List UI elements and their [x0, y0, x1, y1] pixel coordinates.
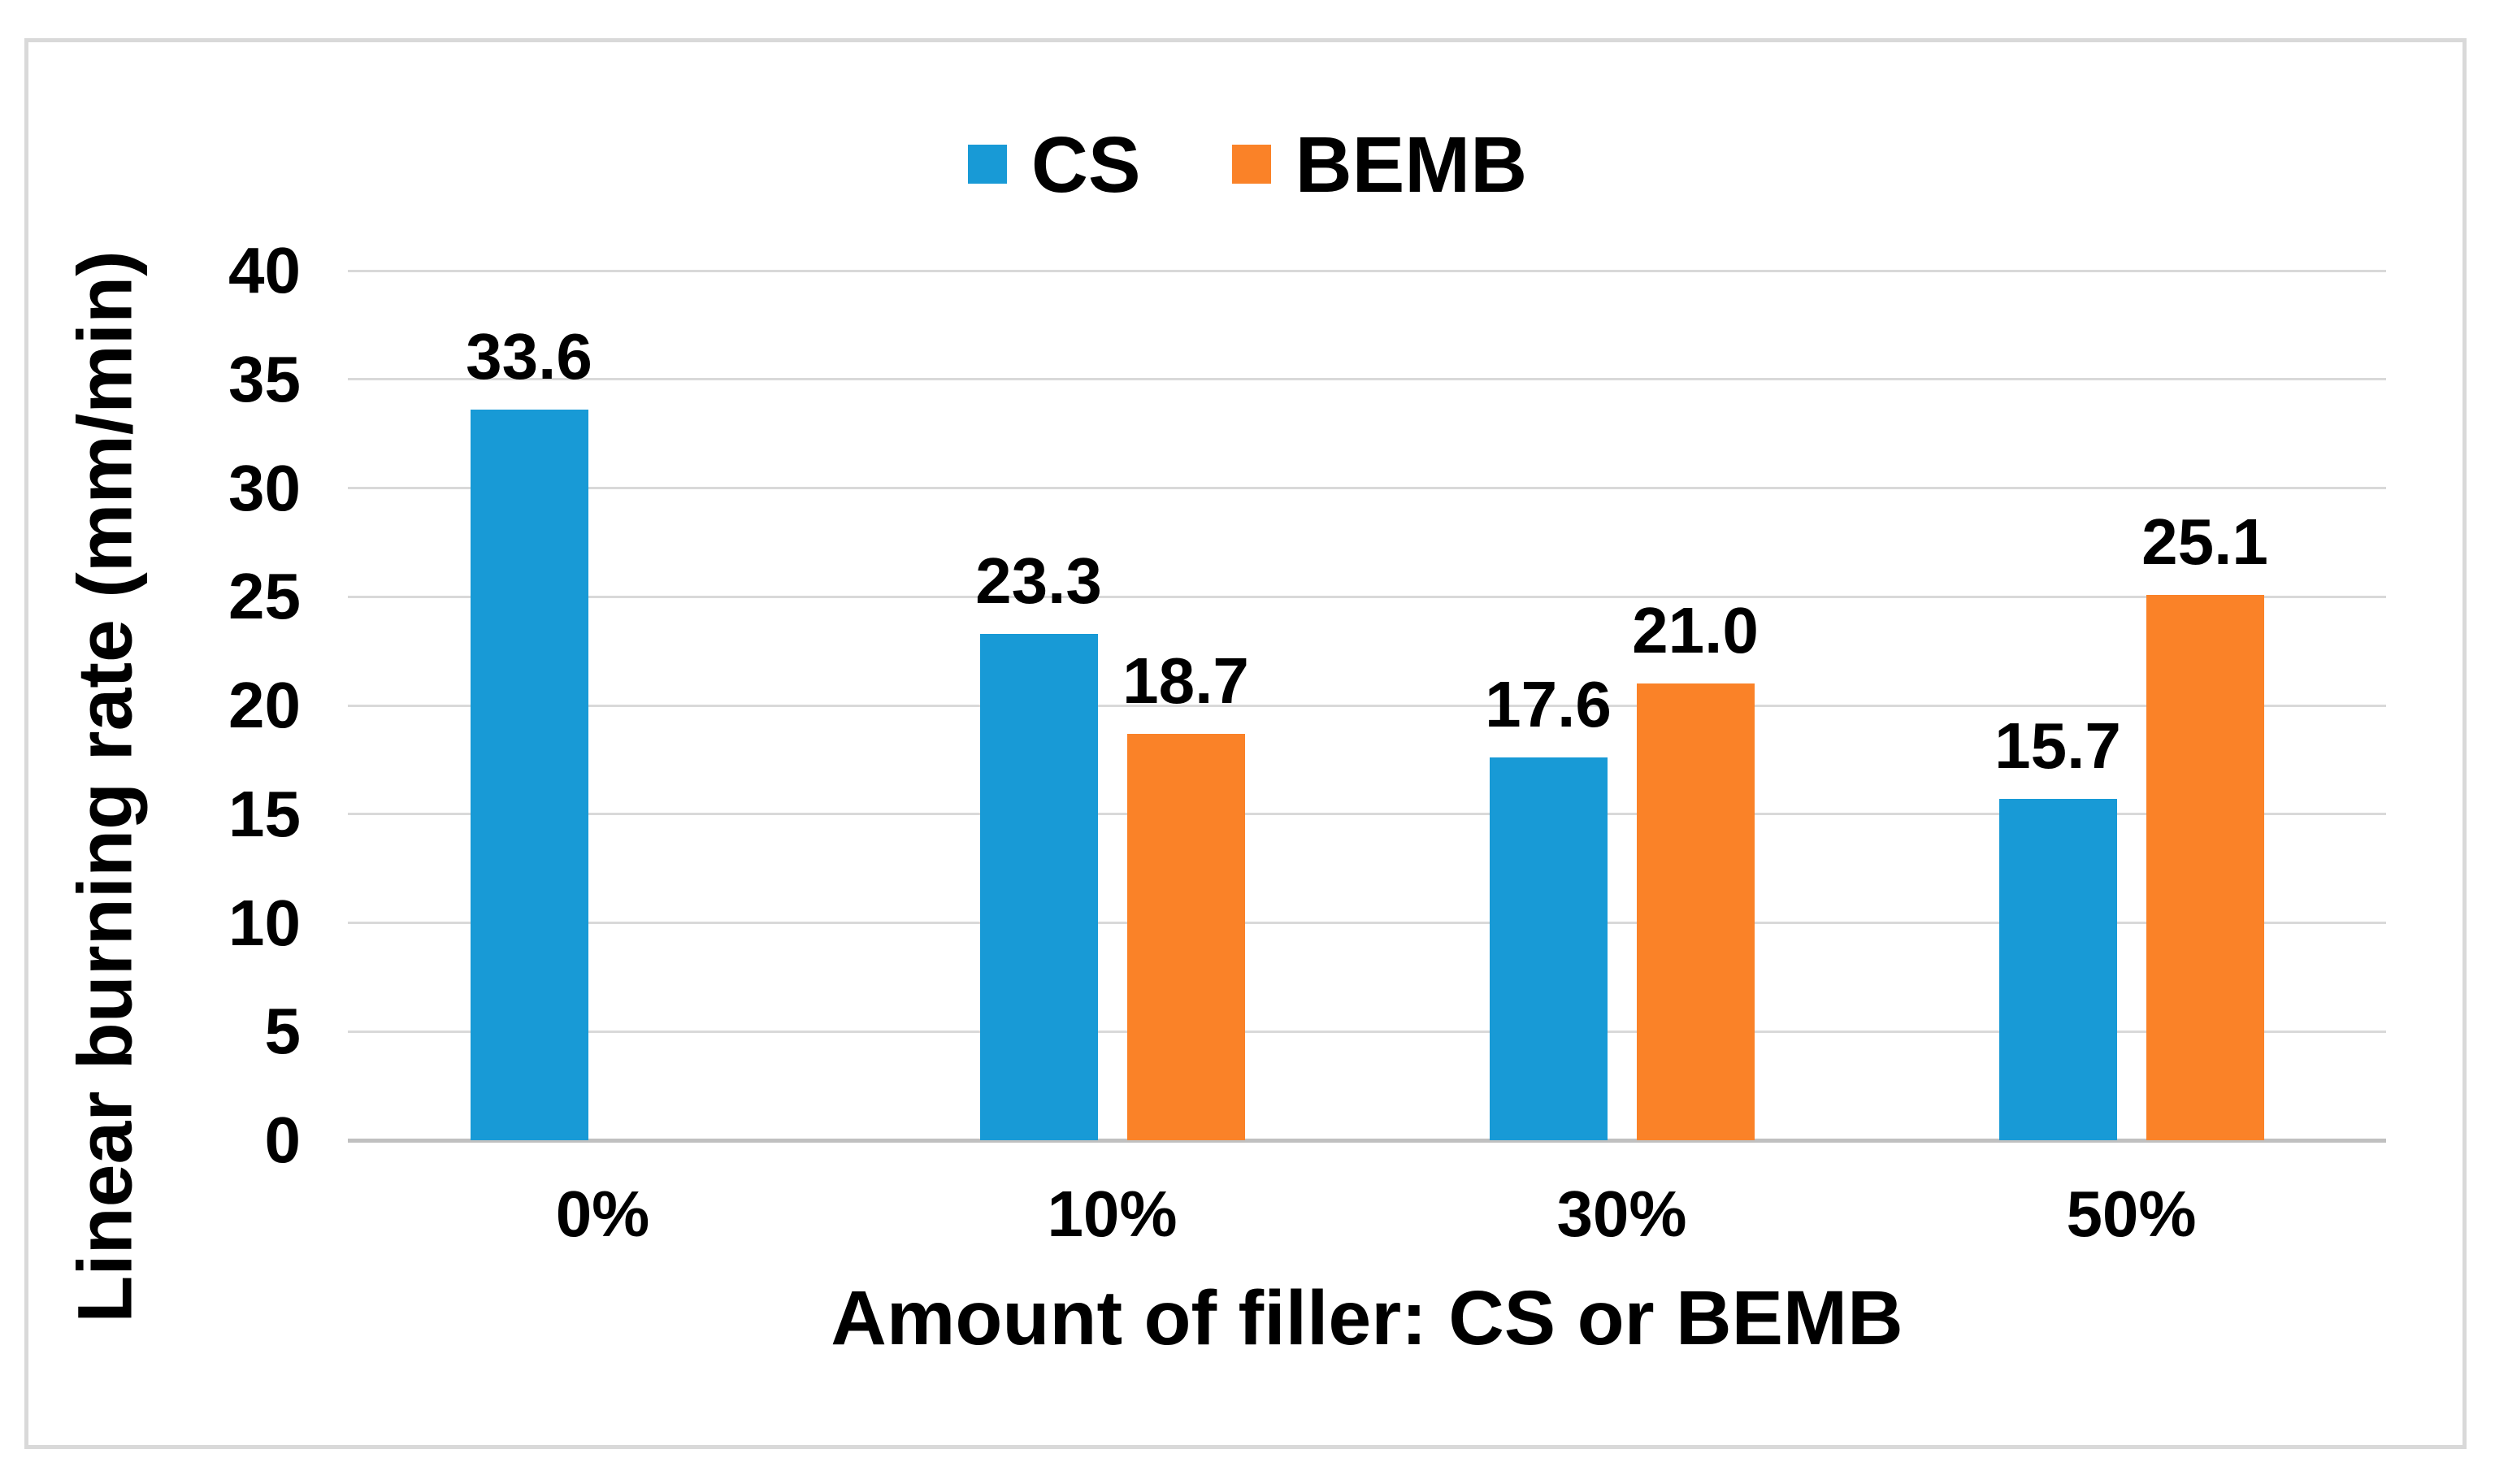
y-tick-label-40: 40 — [228, 234, 301, 306]
bar-bemb-30% — [1636, 683, 1755, 1140]
bar-value-label-cs-50%: 15.7 — [1994, 709, 2121, 783]
x-category-label-30%: 30% — [1556, 1178, 1687, 1250]
y-tick-label-20: 20 — [228, 669, 301, 741]
gridline-20 — [348, 704, 2386, 707]
bar-bemb-10% — [1126, 733, 1245, 1140]
bar-value-label-bemb-50%: 25.1 — [2141, 505, 2268, 578]
bar-cs-0% — [470, 410, 588, 1140]
y-axis-title: Linear burning rate (mm/min) — [62, 250, 149, 1323]
gridline-25 — [348, 595, 2386, 598]
bar-value-label-cs-0%: 33.6 — [466, 320, 592, 393]
x-category-label-10%: 10% — [1047, 1178, 1178, 1250]
chart-border — [24, 38, 2467, 1449]
y-tick-label-25: 25 — [228, 560, 301, 633]
legend-item-bemb: BEMB — [1231, 119, 1528, 209]
legend-swatch-bemb-icon — [1231, 145, 1271, 184]
legend: CS BEMB — [0, 115, 2495, 213]
x-category-label-0%: 0% — [555, 1178, 650, 1250]
gridline-35 — [348, 378, 2386, 381]
bar-bemb-50% — [2146, 594, 2264, 1140]
gridline-30 — [348, 487, 2386, 489]
bar-value-label-bemb-30%: 21.0 — [1632, 594, 1759, 667]
bar-value-label-cs-30%: 17.6 — [1485, 668, 1612, 741]
bar-value-label-cs-10%: 23.3 — [975, 544, 1102, 617]
bar-cs-50% — [1998, 799, 2117, 1140]
gridline-15 — [348, 813, 2386, 816]
y-tick-label-5: 5 — [264, 995, 302, 1068]
bar-value-label-bemb-10%: 18.7 — [1122, 644, 1249, 717]
legend-swatch-cs-icon — [967, 145, 1007, 184]
y-tick-label-30: 30 — [228, 451, 301, 524]
gridline-10 — [348, 922, 2386, 924]
x-category-label-50%: 50% — [2066, 1178, 2197, 1250]
legend-label-bemb: BEMB — [1295, 119, 1528, 209]
legend-label-cs: CS — [1031, 119, 1141, 209]
x-axis-title: Amount of filler: CS or BEMB — [831, 1275, 1903, 1361]
gridline-5 — [348, 1030, 2386, 1033]
x-axis-line — [348, 1138, 2386, 1143]
y-tick-label-35: 35 — [228, 342, 301, 415]
bar-cs-10% — [979, 633, 1098, 1140]
legend-item-cs: CS — [967, 119, 1141, 209]
y-tick-label-15: 15 — [228, 777, 301, 850]
y-tick-label-10: 10 — [228, 886, 301, 959]
y-tick-label-0: 0 — [264, 1104, 302, 1176]
bar-cs-30% — [1489, 757, 1608, 1140]
gridline-40 — [348, 269, 2386, 272]
